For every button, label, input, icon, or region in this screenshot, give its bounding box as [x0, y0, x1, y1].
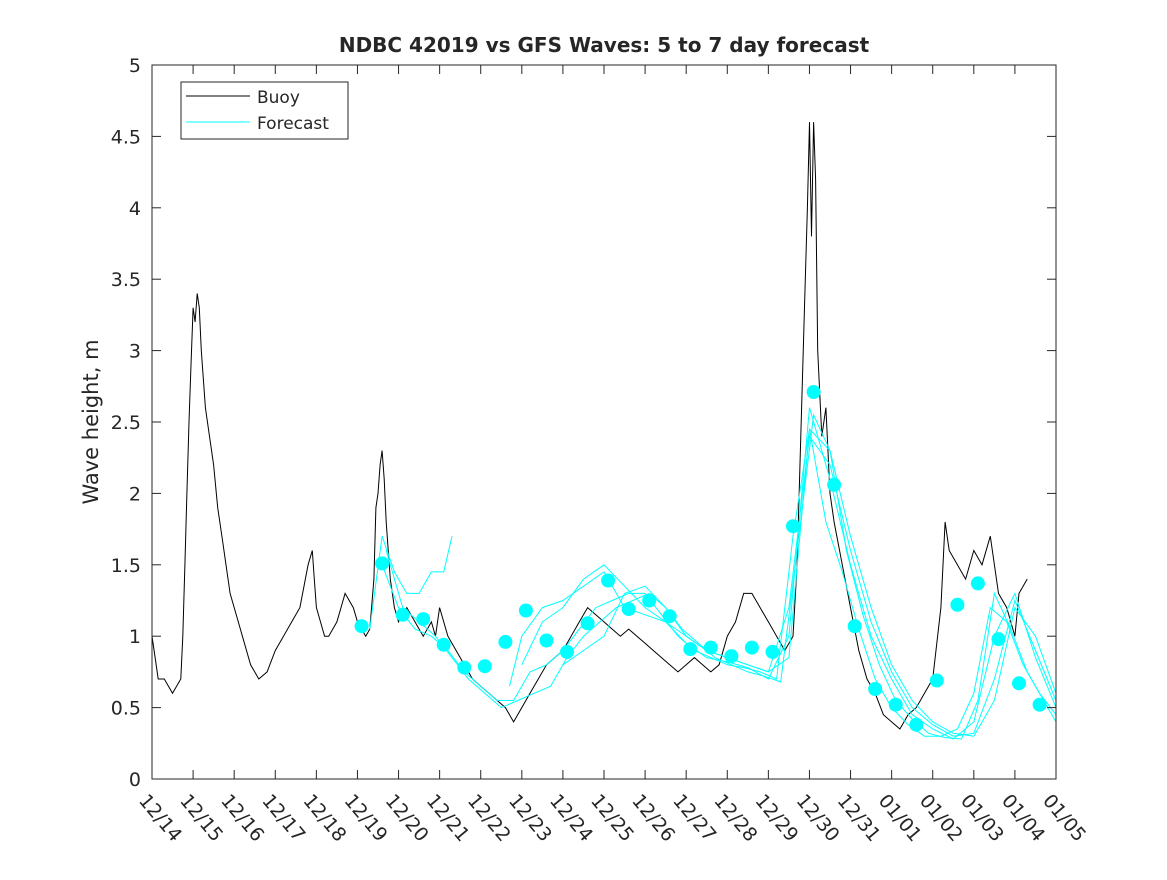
forecast-marker: [909, 717, 924, 732]
forecast-marker: [991, 632, 1006, 647]
y-tick-label: 2.5: [111, 412, 141, 434]
forecast-marker: [827, 477, 842, 492]
buoy-series-layer: [151, 122, 1028, 730]
forecast-marker: [724, 649, 739, 664]
forecast-marker: [518, 603, 533, 618]
forecast-line-6: [562, 427, 1057, 737]
forecast-series-layer: [369, 407, 1057, 740]
forecast-marker: [1032, 697, 1047, 712]
forecast-marker: [354, 619, 369, 634]
forecast-marker: [950, 597, 965, 612]
y-axis-label: Wave height, m: [79, 339, 103, 504]
forecast-line-2: [381, 429, 1057, 737]
forecast-marker: [621, 602, 636, 617]
forecast-marker-layer: [354, 385, 1047, 732]
forecast-marker: [395, 607, 410, 622]
y-tick-label: 0.5: [111, 698, 141, 720]
y-tick-label: 3.5: [111, 269, 141, 291]
forecast-marker: [703, 640, 718, 655]
y-tick-label: 4.5: [111, 126, 141, 148]
forecast-marker: [477, 659, 492, 674]
forecast-marker: [601, 573, 616, 588]
forecast-line-5: [521, 407, 1057, 740]
forecast-marker: [498, 634, 513, 649]
forecast-marker: [1012, 676, 1026, 691]
forecast-marker: [847, 619, 862, 634]
forecast-marker: [436, 637, 451, 652]
legend-box: [180, 81, 349, 140]
forecast-marker: [888, 697, 903, 712]
forecast-marker: [416, 612, 431, 627]
forecast-marker: [786, 519, 800, 534]
forecast-marker: [970, 576, 985, 591]
y-axis-ticks: 0 0.5 1 1.5 2 2.5 3 3.5 4 4.5 5: [111, 55, 1056, 791]
forecast-line-1: [369, 536, 453, 630]
legend: Buoy Forecast: [180, 81, 349, 140]
forecast-marker: [539, 633, 554, 648]
forecast-marker: [560, 644, 574, 659]
y-tick-label: 0: [129, 769, 141, 791]
chart-title: NDBC 42019 vs GFS Waves: 5 to 7 day fore…: [339, 33, 870, 57]
forecast-marker: [683, 642, 698, 657]
y-tick-label: 1: [129, 626, 141, 648]
forecast-marker: [457, 660, 472, 675]
y-tick-label: 3: [129, 341, 141, 363]
forecast-marker: [744, 640, 759, 655]
y-tick-label: 5: [129, 55, 141, 77]
legend-buoy-label: Buoy: [257, 88, 300, 108]
forecast-marker: [662, 609, 677, 624]
forecast-marker: [375, 556, 390, 571]
forecast-marker: [868, 682, 883, 696]
forecast-marker: [580, 616, 595, 631]
y-tick-label: 1.5: [111, 555, 141, 577]
forecast-marker: [765, 644, 780, 659]
forecast-marker: [929, 673, 944, 688]
buoy-line: [151, 122, 1028, 730]
forecast-marker: [642, 593, 657, 608]
forecast-marker: [806, 385, 821, 399]
plot-area: [152, 65, 1056, 779]
y-tick-label: 2: [129, 483, 141, 505]
y-tick-label: 4: [129, 198, 141, 220]
legend-forecast-label: Forecast: [257, 114, 329, 134]
